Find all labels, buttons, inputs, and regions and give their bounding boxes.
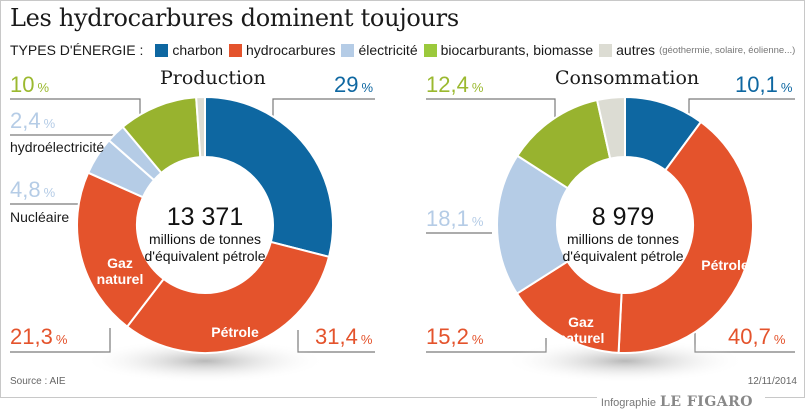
- label-nucleaire: Nucléaire: [10, 209, 70, 225]
- value-text: 2,4: [10, 108, 41, 133]
- total-consommation: 8 979 millions de tonnes d'équivalent pé…: [553, 203, 693, 265]
- page-title: Les hydrocarbures dominent toujours: [10, 4, 459, 32]
- value-label-petrole-production: 31,4%: [315, 324, 372, 350]
- percent-sign: %: [471, 80, 484, 95]
- value-label-bio-consommation: 12,4%: [426, 72, 483, 98]
- leader-line-charbon-prod: [272, 98, 375, 120]
- value-text: 12,4: [426, 72, 469, 97]
- legend-note: (géothermie, solaire, éolienne...): [659, 44, 796, 56]
- value-label-bio-production: 10%: [10, 72, 49, 98]
- percent-sign: %: [780, 80, 793, 95]
- bottom-divider: [0, 397, 636, 398]
- value-text: 10,1: [735, 72, 778, 97]
- legend-swatch-bio: [423, 43, 437, 57]
- legend-swatch-hydrocarbures: [228, 43, 242, 57]
- donut-slice-autres: [195, 95, 206, 159]
- donut-slice-pétrole: [125, 240, 331, 354]
- percent-sign: %: [43, 116, 56, 131]
- total-production: 13 371 millions de tonnes d'équivalent p…: [135, 203, 275, 265]
- percent-sign: %: [773, 332, 786, 347]
- value-label-gaz-production: 21,3%: [10, 324, 67, 350]
- value-text: 40,7: [728, 324, 771, 349]
- segment-label-line: Gaz: [107, 255, 133, 271]
- total-unit-line2: d'équivalent pétrole: [144, 248, 266, 264]
- source-note: Source : AIE: [10, 376, 66, 387]
- segment-label-line: Gaz: [568, 314, 594, 330]
- chart-shadow: [503, 339, 747, 383]
- chart-shadow: [83, 339, 327, 383]
- segment-label-petrole-production: Pétrole: [211, 324, 259, 340]
- legend-item-hydrocarbures: hydrocarbures: [245, 42, 336, 58]
- legend-swatch-electricite: [341, 43, 355, 57]
- percent-sign: %: [37, 80, 50, 95]
- value-label-gaz-consommation: 15,2%: [426, 324, 483, 350]
- legend: TYPES D'ÉNERGIE : charbon hydrocarbures …: [10, 42, 795, 58]
- segment-label-gaz-consommation: Gaz naturel: [546, 314, 616, 346]
- value-text: 15,2: [426, 324, 469, 349]
- percent-sign: %: [43, 185, 56, 200]
- leader-line-bio-cons: [426, 98, 556, 122]
- publication-date: 12/11/2014: [747, 376, 797, 387]
- total-unit-line1: millions de tonnes: [566, 231, 680, 247]
- value-text: 4,8: [10, 177, 41, 202]
- label-hydroelectricite: hydroélectricité: [10, 139, 105, 155]
- percent-sign: %: [471, 332, 484, 347]
- legend-item-charbon: charbon: [172, 42, 223, 58]
- legend-item-electricite: électricité: [358, 42, 418, 58]
- legend-item-bio: biocarburants, biomasse: [440, 42, 594, 58]
- percent-sign: %: [361, 80, 374, 95]
- value-label-electricite-consommation: 18,1%: [426, 206, 483, 232]
- value-text: 18,1: [426, 206, 469, 231]
- donut-slice-gaz-naturel: [76, 171, 166, 329]
- total-unit-line2: d'équivalent pétrole: [562, 248, 684, 264]
- bottom-divider-right: [765, 397, 805, 398]
- segment-label-line: naturel: [557, 330, 605, 346]
- legend-item-autres: autres: [616, 42, 656, 58]
- legend-swatch-autres: [599, 43, 613, 57]
- value-label-petrole-consommation: 40,7%: [728, 324, 785, 350]
- donut-slice-autres: [595, 95, 626, 160]
- value-label-nucleaire-production: 4,8%: [10, 177, 55, 203]
- segment-label-line: naturel: [96, 271, 144, 287]
- legend-swatch-charbon: [155, 43, 169, 57]
- percent-sign: %: [55, 332, 68, 347]
- segment-label-petrole-consommation: Pétrole: [701, 257, 749, 273]
- leader-line-charbon-cons: [688, 98, 795, 120]
- value-label-hydro-production: 2,4%: [10, 108, 55, 134]
- percent-sign: %: [360, 332, 373, 347]
- total-unit-line1: millions de tonnes: [148, 231, 262, 247]
- credit-prefix: Infographie: [600, 397, 656, 409]
- value-text: 31,4: [315, 324, 358, 349]
- total-value: 8 979: [591, 203, 655, 231]
- value-label-charbon-consommation: 10,1%: [735, 72, 792, 98]
- donut-slice-charbon: [204, 95, 334, 259]
- percent-sign: %: [471, 214, 484, 229]
- credit: Infographie LE FIGARO: [596, 394, 757, 410]
- segment-label-gaz-production: Gaz naturel: [85, 255, 155, 287]
- value-text: 10: [10, 72, 35, 97]
- brand-logo: LE FIGARO: [659, 394, 753, 410]
- legend-title: TYPES D'ÉNERGIE :: [10, 42, 144, 58]
- donut-slice-pétrole: [617, 120, 754, 354]
- value-label-charbon-production: 29%: [334, 72, 373, 98]
- value-text: 21,3: [10, 324, 53, 349]
- chart-title-production: Production: [160, 67, 266, 89]
- chart-title-consommation: Consommation: [555, 67, 700, 89]
- total-value: 13 371: [166, 203, 244, 231]
- value-text: 29: [334, 72, 359, 97]
